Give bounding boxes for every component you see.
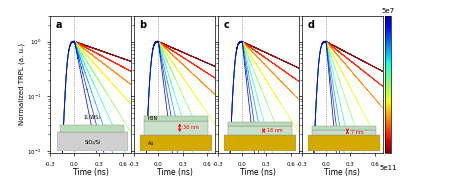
X-axis label: Time (ns): Time (ns) [240,168,276,177]
Text: 5e11: 5e11 [379,165,397,171]
X-axis label: Time (ns): Time (ns) [324,168,359,177]
Text: c: c [223,20,229,30]
X-axis label: Time (ns): Time (ns) [156,168,192,177]
Text: d: d [307,20,314,30]
Text: 5e7: 5e7 [381,8,394,14]
Y-axis label: Normalized TRPL (a. u.): Normalized TRPL (a. u.) [18,43,25,125]
X-axis label: Time (ns): Time (ns) [73,168,109,177]
Text: a: a [56,20,62,30]
Text: b: b [139,20,147,30]
